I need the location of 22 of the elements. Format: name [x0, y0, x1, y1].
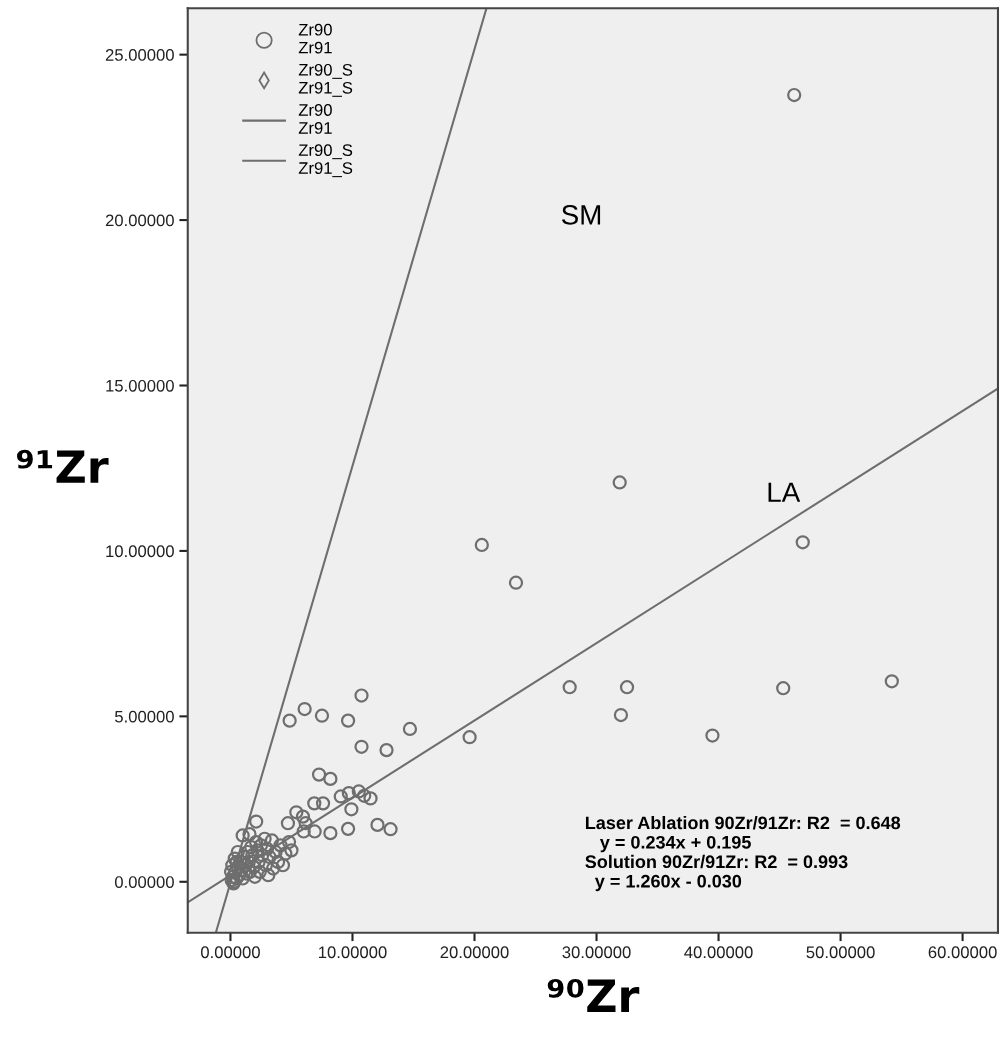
legend-label: Zr90_S Zr91_S: [298, 63, 353, 97]
legend-label: Zr90_S Zr91_S: [298, 144, 353, 178]
y-tick-label: 25.00000: [105, 49, 174, 61]
annotation: Laser Ablation 90Zr/91Zr: R2 = 0.648 y = 0.234x + 0.195 Solution 90Zr/91Zr: R2 = 0.993 y = 1.260x - 0.030: [585, 815, 901, 892]
y-tick-label: 10.00000: [106, 545, 174, 558]
legend-label: Zr90 Zr91: [298, 23, 332, 54]
legend-label: Zr90 Zr91: [298, 104, 332, 134]
annotation: SM: [561, 205, 601, 225]
y-axis-title: ⁹¹Zr: [17, 449, 109, 483]
x-tick-label: 0.00000: [200, 946, 260, 959]
annotation: LA: [768, 482, 801, 502]
x-tick-label: 50.00000: [806, 946, 875, 959]
x-tick-label: 60.00000: [928, 946, 997, 959]
x-tick-label: 40.00000: [684, 946, 753, 959]
x-tick-label: 20.00000: [440, 946, 509, 959]
y-tick-label: 20.00000: [105, 214, 174, 227]
y-tick-label: 15.00000: [106, 379, 174, 392]
x-tick-label: 30.00000: [562, 946, 631, 959]
x-axis-title: ⁹⁰Zr: [547, 978, 640, 1012]
y-tick-label: 0.00000: [114, 876, 174, 888]
y-tick-label: 5.00000: [114, 710, 174, 723]
x-tick-label: 10.00000: [319, 946, 387, 959]
